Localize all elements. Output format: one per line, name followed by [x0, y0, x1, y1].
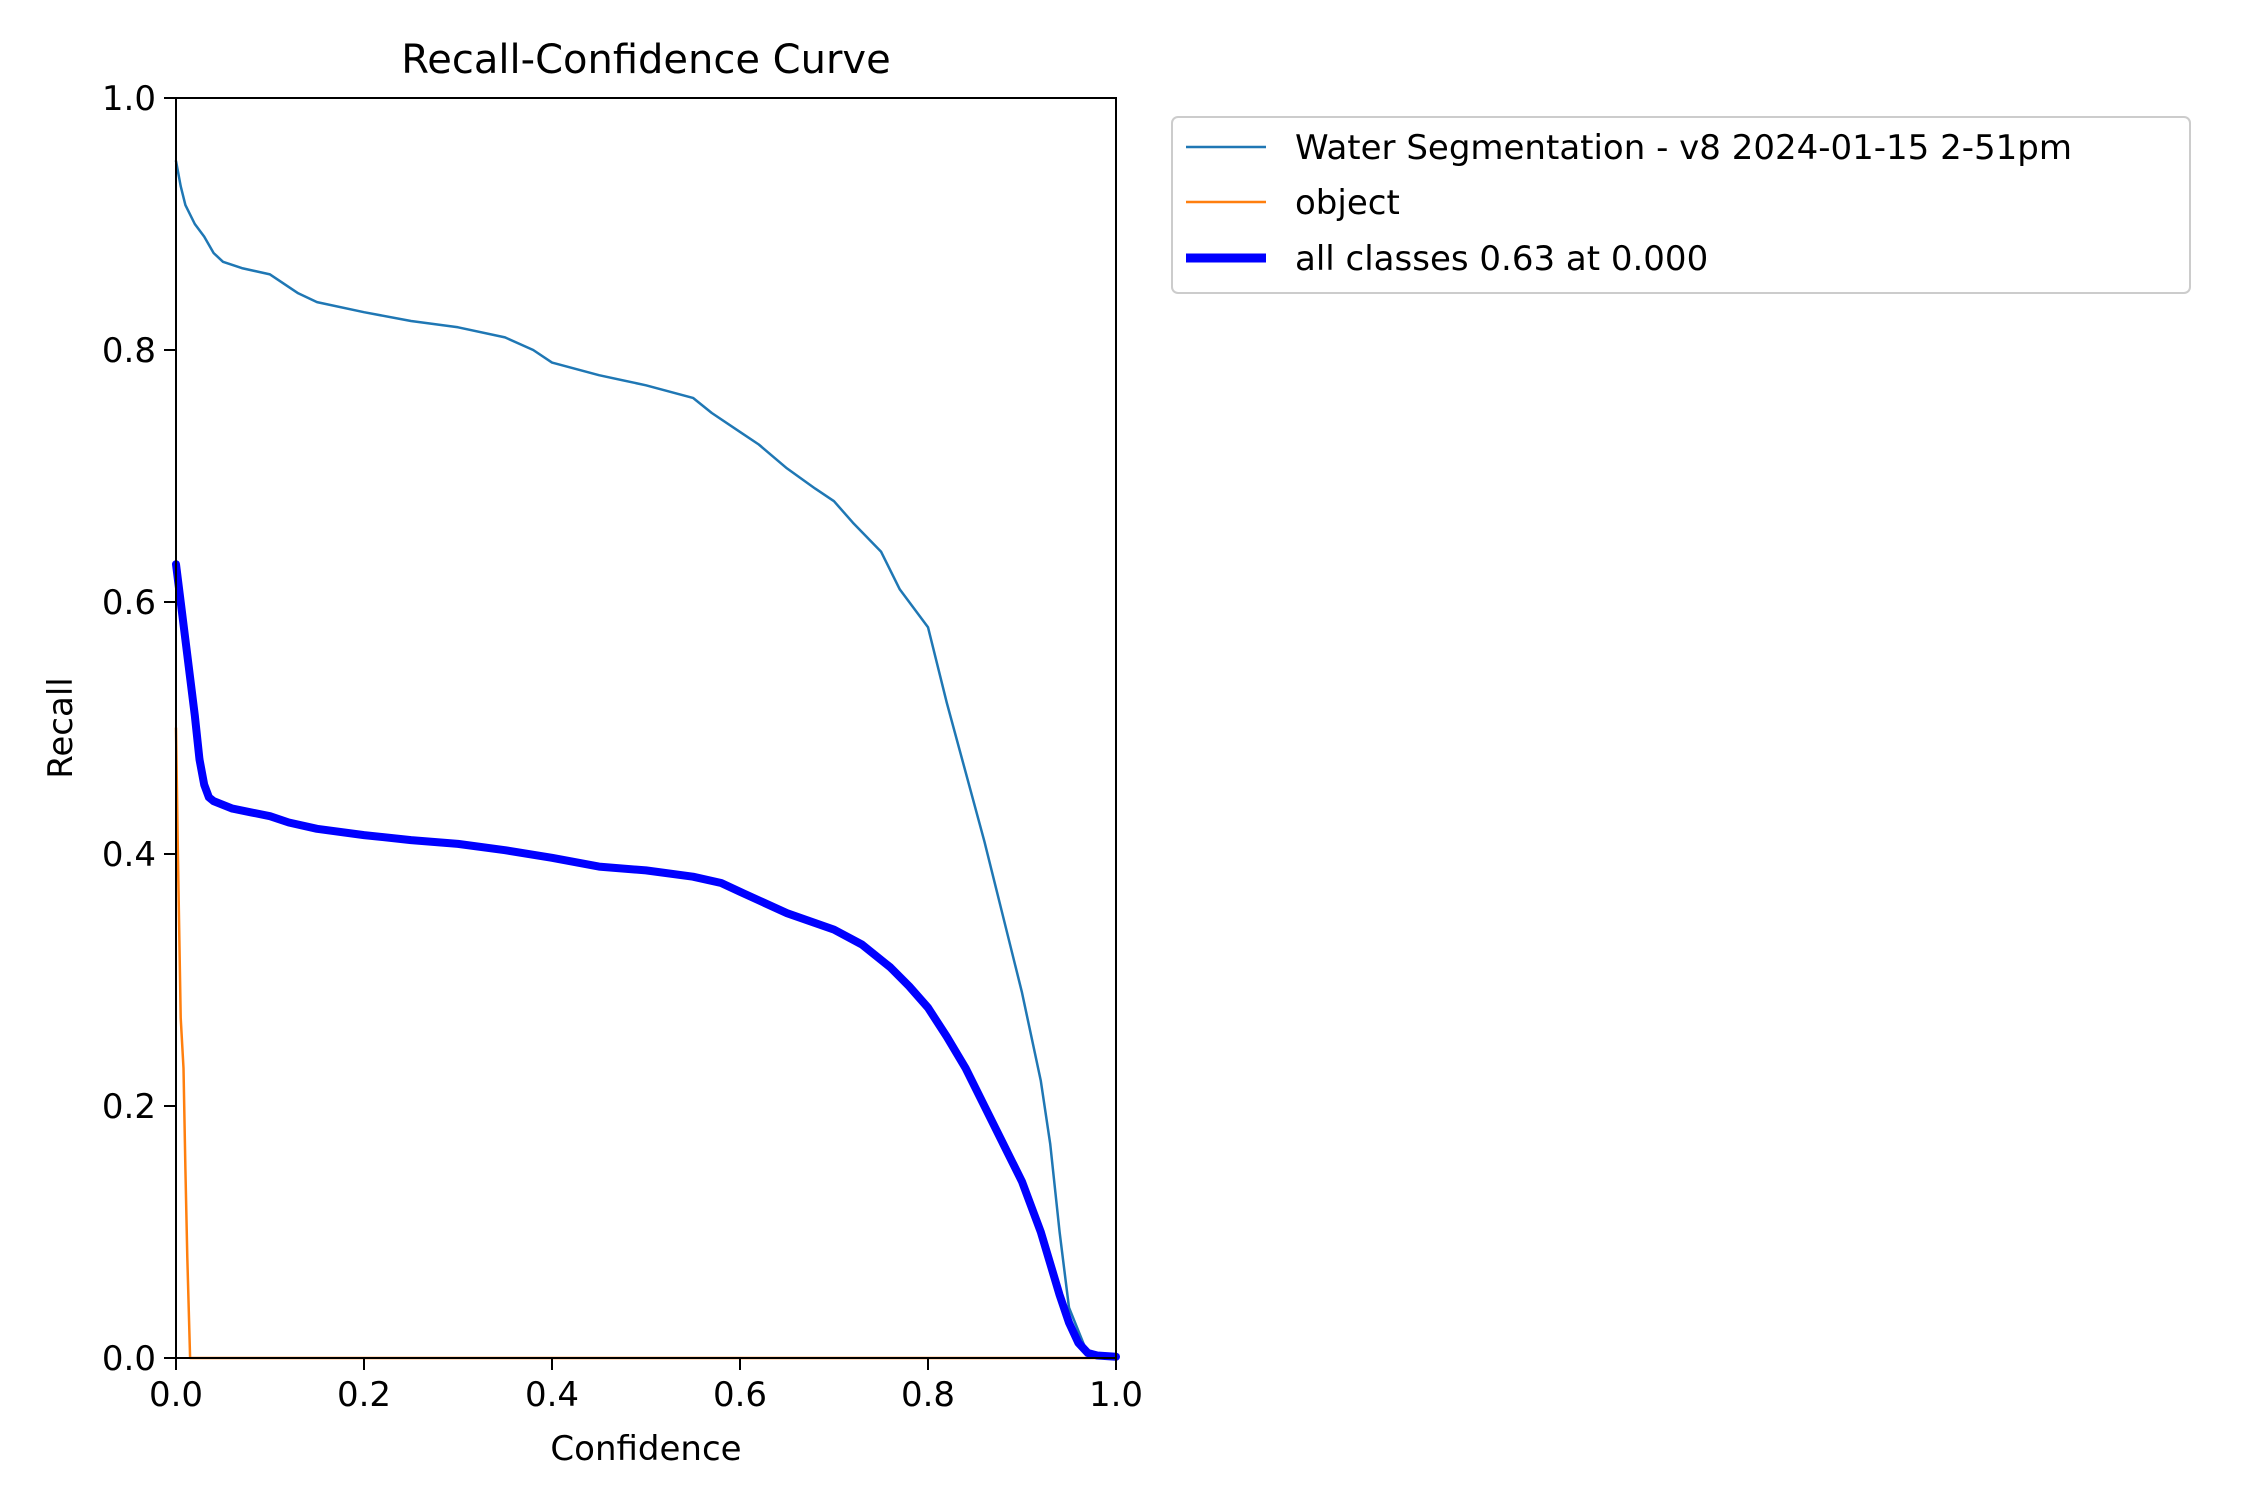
series-line-all-classes-0-63-at-0-000 [172, 560, 1120, 1361]
series-line-water-segmentation-v8-2024-01-15-2-51pm [174, 159, 1118, 1360]
y-tick-label: 0.6 [102, 583, 156, 623]
y-axis-ticks: 0.0 0.2 0.4 0.6 0.8 1.0 [102, 79, 176, 1379]
x-tick-label: 0.0 [149, 1375, 203, 1415]
y-tick-label: 1.0 [102, 79, 156, 119]
x-axis-label: Confidence [550, 1429, 741, 1469]
legend-label-object: object [1295, 183, 1400, 223]
y-tick-label: 0.8 [102, 331, 156, 371]
y-tick-label: 0.4 [102, 835, 156, 875]
legend: Water Segmentation - v8 2024-01-15 2-51p… [1171, 116, 2191, 294]
y-axis-label: Recall [41, 677, 81, 778]
legend-label-all-classes: all classes 0.63 at 0.000 [1295, 239, 1708, 279]
y-tick-label: 0.0 [102, 1339, 156, 1379]
legend-frame [1171, 116, 2191, 294]
x-tick-label: 0.6 [713, 1375, 767, 1415]
x-tick-label: 1.0 [1089, 1375, 1143, 1415]
y-tick-label: 0.2 [102, 1087, 156, 1127]
plot-area-frame [175, 97, 1117, 1359]
legend-label-water-segmentation: Water Segmentation - v8 2024-01-15 2-51p… [1295, 128, 2072, 168]
chart-title: Recall-Confidence Curve [401, 37, 890, 83]
x-tick-label: 0.2 [337, 1375, 391, 1415]
x-tick-label: 0.4 [525, 1375, 579, 1415]
x-axis-ticks: 0.0 0.2 0.4 0.6 0.8 1.0 [149, 1358, 1143, 1415]
x-tick-label: 0.8 [901, 1375, 955, 1415]
